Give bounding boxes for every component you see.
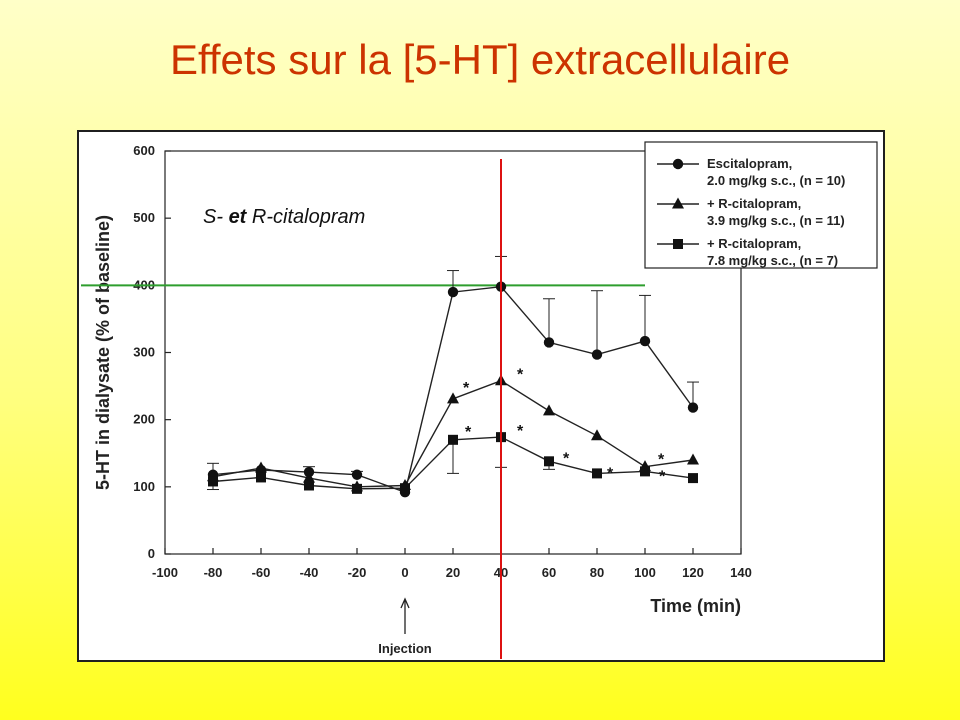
x-tick-label: -40 bbox=[300, 565, 319, 580]
x-tick-label: 100 bbox=[634, 565, 656, 580]
significance-star: * bbox=[658, 452, 665, 469]
data-point-series-1 bbox=[591, 349, 603, 360]
chart-figure: 0100200300400500600-100-80-60-40-2002040… bbox=[77, 130, 885, 662]
y-tick-label: 200 bbox=[133, 412, 155, 427]
data-point-series-1 bbox=[351, 469, 363, 480]
x-tick-label: 60 bbox=[542, 565, 556, 580]
data-point-series-2 bbox=[591, 429, 603, 441]
data-point-series-3 bbox=[400, 483, 410, 494]
y-axis-title: 5-HT in dialysate (% of baseline) bbox=[93, 215, 113, 490]
x-tick-label: 80 bbox=[590, 565, 604, 580]
data-point-series-3 bbox=[208, 476, 218, 487]
line-chart: 0100200300400500600-100-80-60-40-2002040… bbox=[81, 141, 878, 659]
x-tick-label: -80 bbox=[204, 565, 223, 580]
data-point-series-1 bbox=[543, 337, 555, 348]
data-point-series-2 bbox=[687, 453, 699, 465]
x-axis-title: Time (min) bbox=[650, 596, 741, 616]
legend-marker-2 bbox=[672, 197, 684, 209]
annotation-prefix: S- bbox=[203, 206, 229, 228]
y-tick-label: 0 bbox=[148, 546, 155, 561]
x-tick-label: -100 bbox=[152, 565, 178, 580]
annotation-bold: et bbox=[229, 206, 248, 228]
y-tick-label: 500 bbox=[133, 210, 155, 225]
data-point-series-2 bbox=[447, 392, 459, 404]
significance-star: * bbox=[563, 450, 570, 467]
legend-marker-3 bbox=[673, 239, 683, 249]
significance-star: * bbox=[517, 423, 524, 440]
x-tick-label: -60 bbox=[252, 565, 271, 580]
legend-sublabel-2: 3.9 mg/kg s.c., (n = 11) bbox=[707, 213, 845, 228]
data-point-series-3 bbox=[592, 468, 602, 479]
significance-star: * bbox=[463, 380, 470, 397]
data-point-series-3 bbox=[544, 456, 554, 467]
x-tick-label: -20 bbox=[348, 565, 367, 580]
y-tick-label: 300 bbox=[133, 345, 155, 360]
data-point-series-2 bbox=[255, 461, 267, 473]
legend-label-2: + R-citalopram, bbox=[707, 196, 801, 211]
data-point-series-2 bbox=[303, 471, 315, 483]
data-point-series-3 bbox=[688, 473, 698, 484]
legend-label-1: Escitalopram, bbox=[707, 156, 792, 171]
slide-title: Effets sur la [5-HT] extracellulaire bbox=[169, 36, 791, 83]
injection-label: Injection bbox=[378, 641, 432, 656]
chart-annotation: S- et R-citalopram bbox=[203, 206, 365, 228]
data-point-series-1 bbox=[447, 286, 459, 298]
legend-sublabel-1: 2.0 mg/kg s.c., (n = 10) bbox=[707, 173, 845, 188]
data-point-series-3 bbox=[352, 483, 362, 494]
legend-label-3: + R-citalopram, bbox=[707, 236, 801, 251]
data-point-series-3 bbox=[304, 480, 314, 491]
legend-sublabel-3: 7.8 mg/kg s.c., (n = 7) bbox=[707, 253, 838, 268]
data-point-series-1 bbox=[639, 335, 651, 347]
legend-marker-1 bbox=[672, 158, 684, 170]
y-tick-label: 600 bbox=[133, 143, 155, 158]
significance-star: * bbox=[659, 468, 666, 485]
data-point-series-2 bbox=[543, 404, 555, 416]
x-tick-label: 20 bbox=[446, 565, 460, 580]
legend-box bbox=[644, 141, 878, 269]
y-tick-label: 100 bbox=[133, 479, 155, 494]
x-tick-label: 140 bbox=[730, 565, 752, 580]
data-point-series-3 bbox=[640, 466, 650, 477]
significance-star: * bbox=[607, 465, 614, 482]
data-point-series-3 bbox=[448, 434, 458, 445]
data-point-series-1 bbox=[687, 402, 699, 413]
x-tick-label: 120 bbox=[682, 565, 704, 580]
significance-star: * bbox=[517, 367, 524, 384]
x-tick-label: 0 bbox=[401, 565, 408, 580]
annotation-suffix: R-citalopram bbox=[246, 206, 365, 228]
data-point-series-3 bbox=[256, 472, 266, 483]
injection-arrow-head bbox=[400, 597, 410, 609]
significance-star: * bbox=[465, 424, 472, 441]
